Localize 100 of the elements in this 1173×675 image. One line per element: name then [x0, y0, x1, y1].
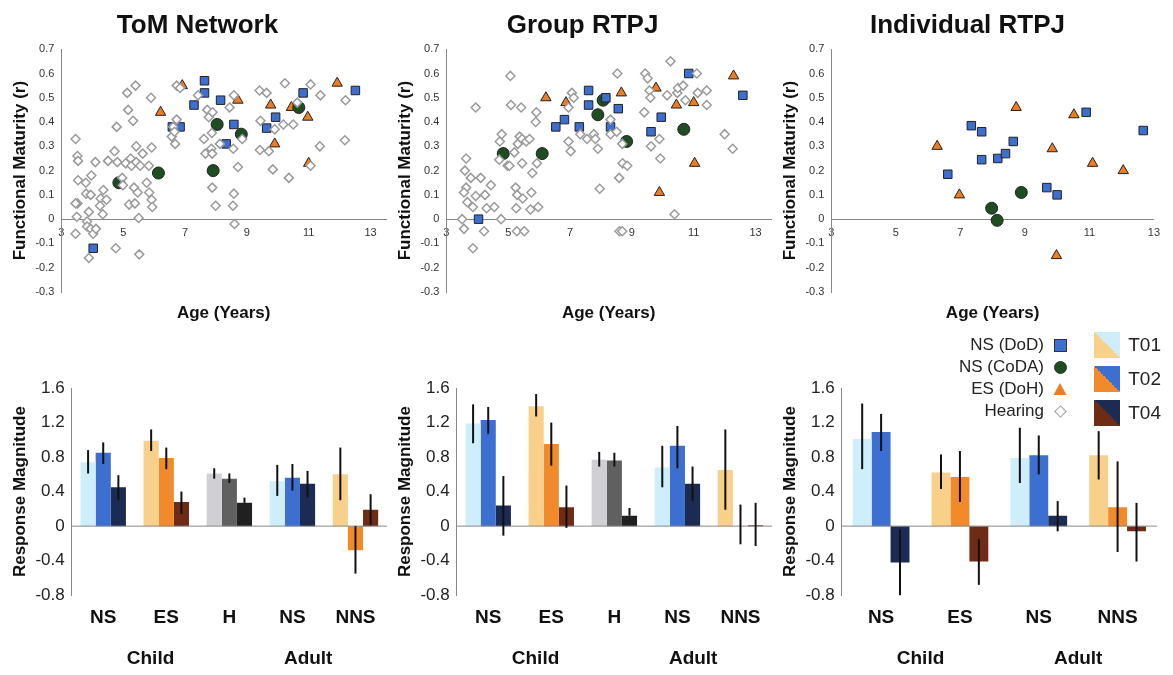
x-tick-label: 11	[687, 225, 700, 238]
text: Child	[511, 647, 560, 668]
y-tick-label: -0.2	[805, 260, 825, 273]
y-tick-label: 0	[433, 212, 440, 225]
y-tick-label: 0.7	[39, 42, 55, 55]
x-tick-label: NS	[90, 605, 117, 627]
x-tick-label: 9	[243, 225, 250, 238]
x-tick-label: NS	[1025, 605, 1052, 627]
y-tick-label: 0.5	[809, 90, 825, 103]
y-tick-label: 0.4	[426, 481, 450, 501]
chart-title: Individual RTPJ	[869, 8, 1066, 39]
x-tick-label: 5	[505, 225, 512, 238]
legend-label: Hearing	[984, 401, 1044, 421]
y-tick-label: -0.2	[420, 260, 440, 273]
x-tick-label: 9	[1021, 225, 1028, 238]
y-tick-label: -0.1	[805, 236, 825, 249]
y-tick-label: 0.3	[809, 139, 825, 152]
x-tick-label: 7	[566, 225, 574, 238]
x-tick-label: H	[222, 605, 237, 627]
x-tick-label: 5	[892, 225, 899, 238]
x-tick-label: NS	[279, 605, 306, 627]
y-tick-label: -0.8	[35, 584, 65, 604]
y-tick-label: 0	[825, 515, 835, 535]
legend-label: ES (DoH)	[971, 379, 1044, 399]
y-tick-label: 0.4	[811, 481, 835, 501]
y-tick-label: 0.8	[811, 446, 835, 466]
y-axis-title: Response Magnitude	[394, 406, 414, 578]
y-axis-title: Functional Maturity (r)	[779, 80, 799, 261]
x-axis-title: Age (Years)	[176, 303, 271, 322]
text: Child	[126, 647, 175, 668]
y-tick-label: 0.2	[424, 163, 440, 176]
y-axis-title: Response Magnitude	[9, 406, 29, 578]
y-tick-label: 0.5	[424, 90, 440, 103]
y-tick-label: 0.3	[424, 139, 440, 152]
y-tick-label: -0.8	[420, 584, 450, 604]
x-tick-label: 11	[302, 225, 315, 238]
y-axis-title: Response Magnitude	[779, 406, 799, 578]
y-tick-label: 0.6	[809, 66, 825, 79]
y-tick-label: -0.4	[35, 550, 65, 570]
x-tick-label: 5	[120, 225, 127, 238]
y-tick-label: 0.8	[41, 446, 65, 466]
y-tick-label: 0	[48, 212, 55, 225]
y-tick-label: 1.6	[426, 377, 450, 397]
y-tick-label: 0.1	[809, 187, 825, 200]
x-tick-label: 13	[1147, 225, 1161, 238]
x-tick-label: NNS	[1097, 605, 1138, 627]
x-tick-label: 9	[628, 225, 635, 238]
y-tick-label: 0.7	[424, 42, 440, 55]
y-tick-label: -0.2	[35, 260, 55, 273]
y-tick-label: -0.4	[420, 550, 450, 570]
y-tick-label: 0.6	[424, 66, 440, 79]
legend-label: T04	[1128, 402, 1161, 424]
text: Adult	[283, 647, 334, 668]
x-tick-label: NS	[664, 605, 691, 627]
x-tick-label: NNS	[335, 605, 376, 627]
x-tick-label: 13	[364, 225, 377, 238]
x-tick-label: 7	[957, 225, 964, 238]
x-tick-label: NS	[867, 605, 895, 627]
y-tick-label: 1.2	[426, 412, 450, 432]
y-tick-label: 0.3	[39, 139, 55, 152]
text: Adult	[1053, 647, 1104, 668]
y-tick-label: 0.4	[424, 115, 440, 128]
x-tick-label: NS	[475, 605, 502, 627]
y-tick-label: -0.3	[805, 285, 825, 298]
y-tick-label: 0.8	[426, 446, 450, 466]
legend-label: T01	[1128, 334, 1161, 356]
y-tick-label: -0.1	[420, 236, 440, 249]
legend-label: T02	[1128, 368, 1161, 390]
y-tick-label: 0.7	[809, 42, 825, 55]
y-tick-label: 0.4	[809, 115, 825, 128]
y-tick-label: 0.1	[424, 187, 440, 200]
x-tick-label: 13	[749, 225, 762, 238]
y-axis-title: Functional Maturity (r)	[394, 80, 414, 261]
y-axis-title: Functional Maturity (r)	[9, 80, 29, 261]
y-tick-label: 0	[55, 515, 65, 535]
text: Adult	[668, 647, 719, 668]
y-tick-label: 0.5	[39, 90, 55, 103]
y-tick-label: -0.3	[35, 285, 55, 298]
y-tick-label: 1.6	[41, 377, 65, 397]
y-tick-label: -0.1	[35, 236, 55, 249]
x-axis-title: Age (Years)	[561, 303, 656, 322]
y-tick-label: 0.1	[39, 187, 55, 200]
chart-title: ToM Network	[116, 8, 279, 39]
x-tick-label: ES	[538, 605, 564, 627]
y-tick-label: 0.6	[39, 66, 55, 79]
text: Child	[896, 647, 945, 668]
y-tick-label: 0.2	[39, 163, 55, 176]
x-tick-label: 11	[1083, 225, 1096, 238]
x-tick-label: NNS	[720, 605, 761, 627]
y-tick-label: -0.8	[805, 584, 835, 604]
y-tick-label: 1.2	[41, 412, 65, 432]
legend-label: NS (CoDA)	[958, 357, 1044, 377]
chart-title: Group RTPJ	[506, 8, 659, 39]
y-tick-label: -0.4	[805, 550, 835, 570]
y-tick-label: 1.2	[811, 412, 835, 432]
x-tick-label: ES	[153, 605, 179, 627]
y-tick-label: 1.6	[811, 377, 835, 397]
y-tick-label: 0	[818, 212, 825, 225]
y-tick-label: 0.4	[39, 115, 55, 128]
x-tick-label: H	[607, 605, 622, 627]
